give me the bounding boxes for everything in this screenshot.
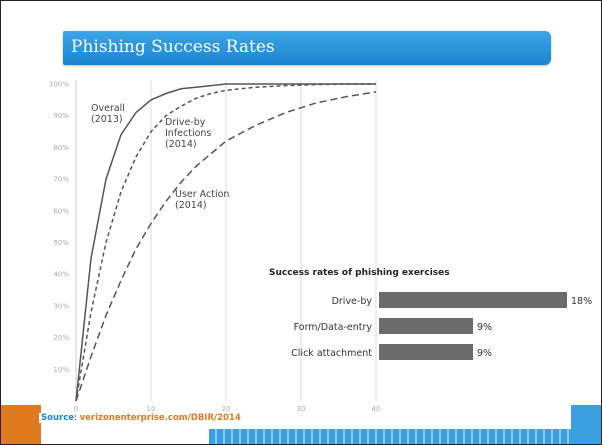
y-tick-label: 70% (53, 176, 69, 184)
bar-value-label: 9% (477, 322, 492, 333)
x-tick-label: 30 (297, 405, 306, 413)
x-tick-label: 20 (222, 405, 231, 413)
bar-value-label: 18% (571, 296, 592, 307)
y-tick-label: 10% (53, 366, 69, 374)
footer-blue-block (571, 405, 601, 444)
series-label: (2014) (165, 139, 197, 150)
title-bar: Phishing Success Rates (63, 31, 551, 65)
y-tick-label: 20% (53, 334, 69, 342)
series-label: Overall (91, 103, 125, 114)
y-tick-label: 80% (53, 144, 69, 152)
y-tick-label: 50% (53, 239, 69, 247)
footer-orange-block (1, 405, 41, 444)
bar (379, 344, 473, 360)
bar (379, 292, 567, 308)
bar-chart-title: Success rates of phishing exercises (269, 268, 450, 278)
y-tick-label: 100% (49, 81, 69, 89)
bar-category-label: Drive-by (332, 296, 373, 307)
series-line (75, 83, 376, 402)
series-label: User Action (175, 189, 229, 200)
slide-title: Phishing Success Rates (71, 37, 275, 57)
bar-value-label: 9% (477, 348, 492, 359)
bar-category-label: Form/Data-entry (294, 322, 373, 333)
series-label: (2013) (91, 114, 123, 125)
source-link[interactable]: verizonenterprise.com/DBIR/2014 (79, 413, 241, 423)
x-tick-label: 10 (147, 405, 156, 413)
bar-category-label: Click attachment (291, 348, 372, 359)
source-label: Source (41, 413, 75, 423)
source-separator: : (74, 413, 80, 423)
source-note: Source: verizonenterprise.com/DBIR/2014 (39, 413, 243, 423)
series-label: (2014) (175, 200, 207, 211)
y-tick-label: 60% (53, 207, 69, 215)
x-tick-label: 0 (74, 405, 78, 413)
y-tick-label: 90% (53, 112, 69, 120)
bar (379, 318, 473, 334)
footer-blue-stripe (209, 429, 601, 444)
x-tick-label: 40 (372, 405, 381, 413)
series-label: Drive-by (165, 117, 206, 128)
series-label: Infections (165, 128, 211, 139)
y-tick-label: 30% (53, 302, 69, 310)
series-line (75, 83, 376, 402)
series-line (75, 91, 377, 402)
y-tick-label: 40% (53, 271, 69, 279)
